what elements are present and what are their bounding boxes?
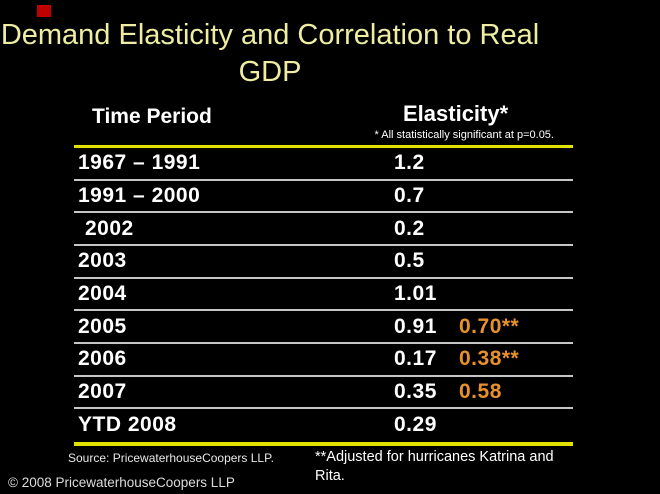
elasticity-cell: 1.01: [394, 282, 437, 306]
table-row: YTD 2008 0.29: [74, 409, 573, 440]
column-header-time-period: Time Period: [92, 105, 212, 128]
period-cell: YTD 2008: [78, 412, 177, 436]
table-row: 2006 0.17 0.38**: [74, 344, 573, 377]
elasticity-cell: 0.35: [394, 380, 437, 404]
elasticity-cell: 0.29: [394, 412, 437, 436]
table-row: 2007 0.35 0.58: [74, 377, 573, 410]
elasticity-cell: 0.5: [394, 249, 425, 273]
column-header-elasticity: Elasticity*: [403, 101, 509, 126]
top-yellow-rule: [74, 145, 573, 148]
bottom-yellow-rule: [74, 442, 573, 446]
table-row: 1967 – 1991 1.2: [74, 148, 573, 181]
table-row: 2003 0.5: [74, 246, 573, 279]
red-square-marker: [37, 5, 51, 17]
significance-footnote: * All statistically significant at p=0.0…: [374, 129, 554, 141]
period-cell: 2003: [78, 249, 127, 273]
elasticity-cell: 1.2: [394, 151, 425, 175]
period-cell: 2007: [78, 380, 127, 404]
table-row: 1991 – 2000 0.7: [74, 181, 573, 214]
period-cell: 2002: [85, 216, 134, 240]
elasticity-cell: 0.7: [394, 184, 425, 207]
period-cell: 2006: [78, 347, 127, 371]
adjusted-elasticity-cell: 0.70**: [459, 314, 520, 338]
period-cell: 2005: [78, 314, 127, 338]
period-cell: 1967 – 1991: [78, 151, 201, 175]
elasticity-table: 1967 – 1991 1.2 1991 – 2000 0.7 2002 0.2 2003 0…: [74, 148, 573, 440]
table-row: 2004 1.01: [74, 279, 573, 312]
table-row: 2005 0.91 0.70**: [74, 311, 573, 345]
period-cell: 2004: [78, 282, 127, 306]
source-note: Source: PricewaterhouseCoopers LLP.: [68, 451, 274, 465]
table-row: 2002 0.2: [74, 213, 573, 247]
elasticity-cell: 0.91: [394, 314, 437, 338]
slide-title: Demand Elasticity and Correlation to Rea…: [0, 19, 540, 88]
adjusted-elasticity-cell: 0.38**: [459, 347, 520, 371]
elasticity-cell: 0.17: [394, 347, 437, 371]
period-cell: 1991 – 2000: [78, 184, 201, 207]
copyright-text: © 2008 PricewaterhouseCoopers LLP: [8, 475, 235, 490]
hurricane-adjustment-note: **Adjusted for hurricanes Katrina and Ri…: [315, 449, 554, 484]
adjusted-elasticity-cell: 0.58: [459, 380, 502, 404]
elasticity-cell: 0.2: [394, 216, 425, 240]
